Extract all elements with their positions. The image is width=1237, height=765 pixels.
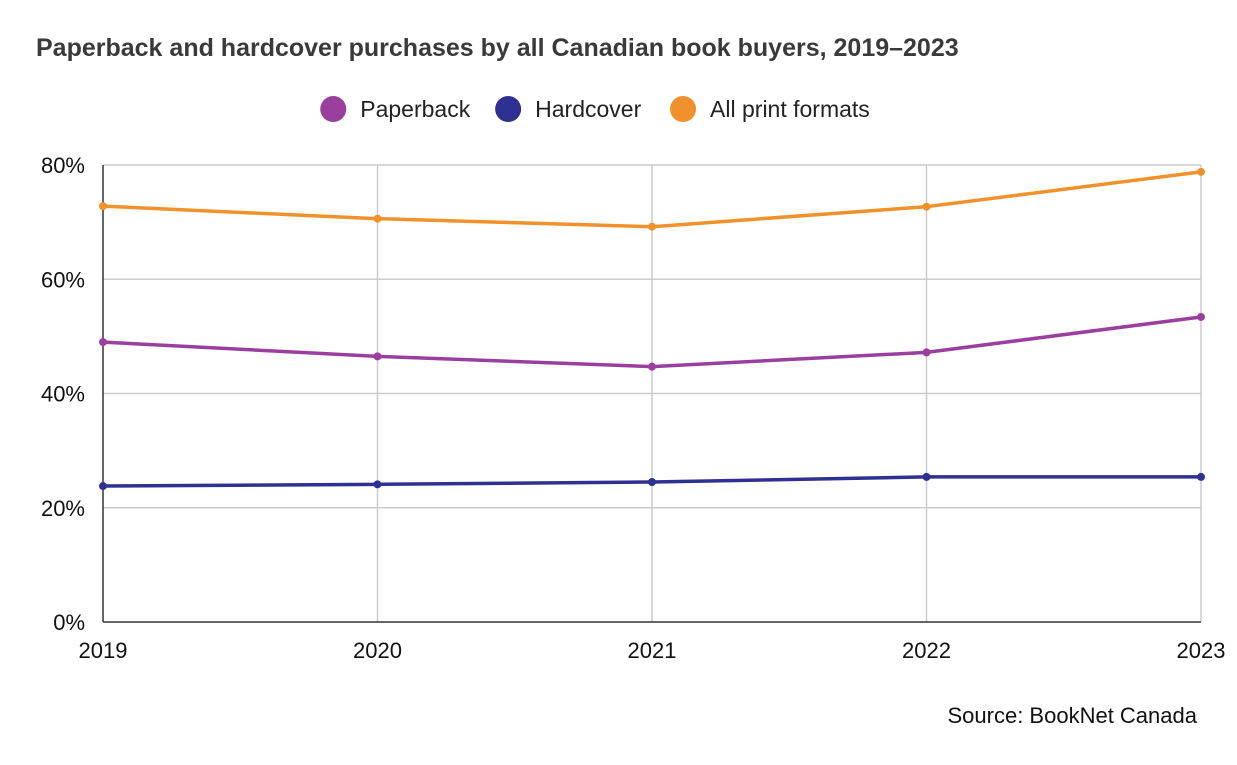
- all-print-formats-point: [99, 202, 107, 211]
- x-tick-label: 2020: [353, 638, 402, 663]
- axes: [102, 165, 1201, 623]
- all-print-formats-point: [1197, 167, 1205, 176]
- x-tick-label: 2023: [1177, 638, 1226, 663]
- hardcover-point: [922, 472, 931, 481]
- x-tick-label: 2019: [79, 638, 128, 663]
- legend-swatch-all-print-formats: [670, 96, 697, 122]
- y-tick-label: 40%: [41, 382, 85, 407]
- paperback-point: [922, 348, 931, 357]
- y-tick-label: 60%: [41, 267, 85, 292]
- y-tick-label: 20%: [41, 496, 85, 521]
- paperback-point: [648, 362, 656, 371]
- series-layer: [99, 167, 1205, 491]
- x-tick-label: 2021: [628, 638, 677, 663]
- hardcover-point: [1197, 472, 1205, 481]
- y-tick-label: 0%: [53, 610, 85, 635]
- all-print-formats-point: [648, 222, 656, 231]
- all-print-formats-point: [922, 202, 931, 211]
- hardcover-point: [373, 480, 382, 489]
- source-note: Source: BookNet Canada: [947, 703, 1198, 728]
- paperback-point: [373, 352, 382, 361]
- legend-label-hardcover: Hardcover: [535, 96, 641, 122]
- x-tick-label: 2022: [902, 638, 951, 663]
- hardcover-point: [648, 478, 656, 487]
- legend-swatch-paperback: [320, 96, 347, 122]
- legend: Paperback Hardcover All print formats: [320, 96, 870, 122]
- gridlines: [103, 164, 1202, 622]
- y-tick-label: 80%: [41, 153, 85, 178]
- chart-title: Paperback and hardcover purchases by all…: [36, 34, 959, 62]
- legend-swatch-hardcover: [495, 96, 522, 122]
- paperback-point: [1197, 312, 1205, 321]
- hardcover-point: [99, 482, 107, 491]
- tick-labels: 0% 20% 40% 60% 80% 2019 2020 2021 2022 2023: [41, 153, 1226, 663]
- paperback-point: [99, 338, 107, 347]
- all-print-formats-point: [373, 214, 382, 223]
- legend-label-all-print-formats: All print formats: [710, 96, 870, 122]
- legend-label-paperback: Paperback: [360, 96, 470, 122]
